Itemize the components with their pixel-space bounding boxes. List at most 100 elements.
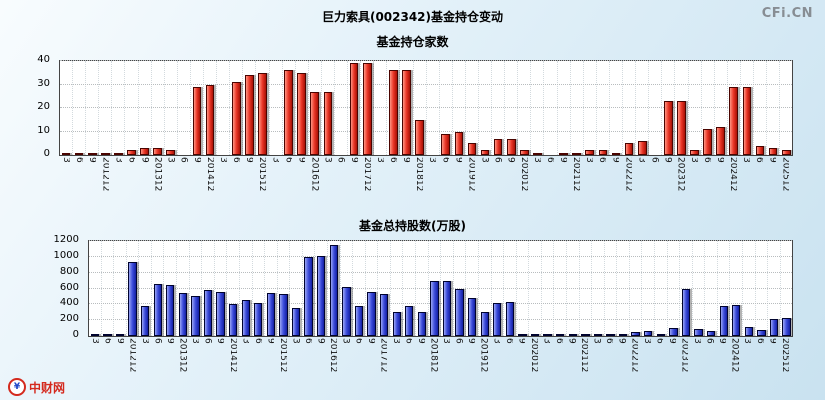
x-tick-label: 3 [479,157,489,163]
bar [392,312,401,336]
bar [317,256,326,336]
bar [506,138,516,155]
bar-slot [622,61,635,155]
x-tick-label: 3 [641,338,651,344]
x-tick-label: 6 [453,338,463,344]
x-tick-label: 6 [604,338,614,344]
bar-slot [491,61,504,155]
x-tick-label: 3 [113,157,123,163]
x-tick: 6 [703,338,716,384]
bar-slot [503,241,516,336]
x-tick: 3 [389,338,402,384]
bar-slot [188,241,202,336]
bar-slot [438,61,452,155]
bar-slot [742,241,755,336]
x-tick: 9 [765,157,778,203]
x-tick-label: 9 [717,338,727,344]
x-tick: 9 [451,157,464,203]
x-tick-label: 201412 [204,157,214,192]
bar-slot [565,241,579,336]
x-tick: 202512 [778,338,791,384]
x-tick-label: 6 [544,157,554,163]
bar-slot [729,241,742,336]
bar [719,305,728,336]
bar [782,317,791,336]
bar-slot [176,61,190,155]
x-tick-label: 201812 [428,338,438,373]
bar [729,86,739,155]
x-tick-label: 202012 [528,338,538,373]
bar-slot [425,61,439,155]
x-tick-label: 9 [401,157,411,163]
bar-slot [255,61,268,155]
x-tick-label: 202212 [623,157,633,192]
x-tick-label: 9 [505,157,515,163]
bar [415,119,424,155]
bar [593,334,603,336]
bar-slot [242,61,255,155]
total-shares-plot-area [88,240,793,337]
x-tick: 6 [502,338,515,384]
x-tick-label: 201812 [414,157,424,192]
bar-slot [779,241,793,336]
x-tick: 6 [72,157,85,203]
x-tick: 3 [59,157,72,203]
bar [694,328,703,336]
bar [191,296,200,336]
bar-slot [641,241,654,336]
x-tick-label: 6 [387,157,397,163]
x-tick: 9 [399,157,412,203]
bar [178,293,187,336]
bar [757,329,766,336]
x-tick-label: 201512 [257,157,267,192]
x-tick: 6 [281,157,294,203]
x-tick: 201712 [360,157,373,203]
bar [241,300,250,336]
bar [656,334,665,336]
bar-slot [515,241,529,336]
x-tick-label: 6 [754,338,764,344]
x-tick: 3 [339,338,352,384]
x-tick-label: 3 [240,338,250,344]
x-tick-label: 3 [217,157,227,163]
total-shares-x-axis: 3 6 9 201212 3 6 9 201312 3 6 9 201412 3 6 9 201512 3 6 9 2… [88,338,791,384]
x-tick: 6 [700,157,713,203]
x-tick-label: 202412 [728,157,738,192]
site-logo: ¥ 中财网 [8,378,65,396]
x-tick: 6 [229,157,242,203]
x-tick: 201612 [307,157,320,203]
bar [467,298,477,336]
bar [291,308,301,336]
y-tick-label: 40 [37,54,50,65]
gridline [89,271,792,273]
bar-slot [320,61,334,155]
x-tick-label: 3 [541,338,551,344]
bar-slot [150,61,164,155]
x-tick-label: 6 [704,338,714,344]
x-tick-label: 6 [654,338,664,344]
bar-slot [415,241,428,336]
gridline [60,83,792,85]
bar [323,91,333,155]
x-tick: 9 [556,157,569,203]
x-tick: 3 [425,157,438,203]
x-tick: 6 [334,157,347,203]
bar-slot [113,241,126,336]
bar [329,244,338,336]
x-tick-label: 3 [741,157,751,163]
bar-slot [752,61,766,155]
x-tick-label: 201912 [478,338,488,373]
site-logo-icon: ¥ [8,378,26,396]
bar-slot [661,61,674,155]
bar-slot [289,241,302,336]
x-tick-label: 202312 [675,157,685,192]
bar [203,290,213,336]
bar-slot [60,61,72,155]
bar [681,289,691,336]
x-tick-label: 3 [742,338,752,344]
x-tick-label: 202212 [629,338,639,373]
x-tick-label: 3 [270,157,280,163]
bar-slot [226,241,239,336]
bar-slot [352,241,365,336]
total-shares-y-axis: 0 200 400 600 800 1000 1200 [45,235,83,340]
